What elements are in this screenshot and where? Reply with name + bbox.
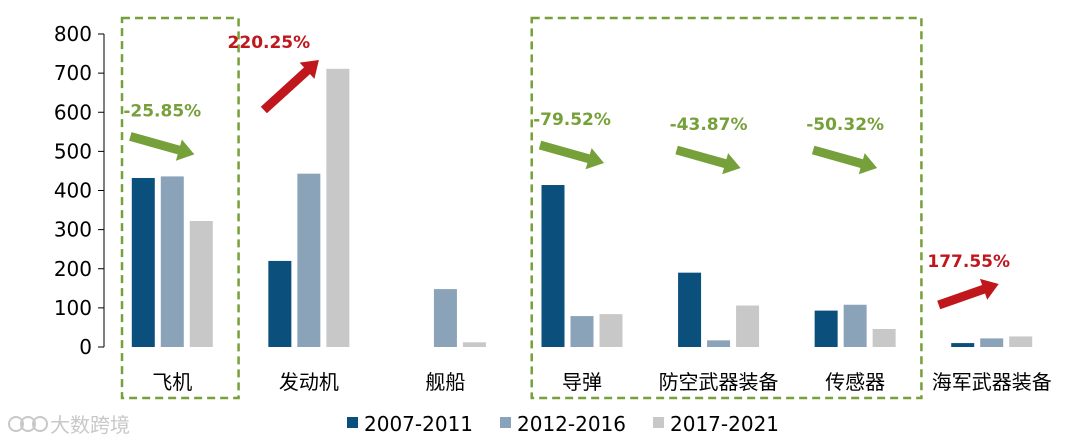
legend: 2007-2011 2012-2016 2017-2021	[347, 412, 779, 436]
down-arrow-icon	[675, 145, 741, 175]
annotation-label: 220.25%	[228, 33, 311, 53]
y-axis: 0 100 200 300 400 500 600 700 800	[54, 22, 105, 359]
y-tick-label: 800	[54, 22, 92, 46]
annotation: -25.85%	[123, 101, 201, 161]
annotation-label: -43.87%	[670, 115, 748, 135]
bar-3	[736, 305, 760, 347]
watermark: 大数跨境	[8, 413, 130, 437]
y-tick-label: 500	[54, 139, 92, 163]
x-axis-labels: 飞机 发动机 舰船 导弹 防空武器装备 传感器 海军武器装备	[152, 370, 1051, 394]
y-tick-label: 400	[54, 179, 92, 203]
annotation-label: -50.32%	[806, 115, 884, 135]
highlight-box	[120, 16, 240, 400]
legend-swatch	[347, 417, 358, 428]
bar-2	[843, 304, 867, 347]
annotation: -50.32%	[806, 115, 884, 175]
bar-2	[433, 289, 457, 347]
bar-1	[814, 310, 838, 347]
bar-2	[570, 316, 594, 347]
y-tick-label: 700	[54, 61, 92, 85]
legend-swatch	[653, 417, 664, 428]
y-tick-label: 100	[54, 296, 92, 320]
x-tick-label: 舰船	[425, 370, 465, 394]
legend-label: 2012-2016	[517, 412, 626, 436]
y-tick-label: 200	[54, 257, 92, 281]
bar-3	[462, 342, 486, 347]
annotation: -43.87%	[670, 115, 748, 175]
y-tick-label: 0	[79, 335, 92, 359]
highlight-box	[530, 16, 923, 400]
bar-3	[1009, 336, 1033, 347]
y-tick-label: 600	[54, 100, 92, 124]
bar-3	[189, 221, 213, 347]
bar-1	[951, 343, 975, 347]
bar-1	[541, 185, 565, 347]
legend-item: 2017-2021	[653, 412, 779, 436]
bars	[131, 68, 1033, 347]
bar-2	[160, 176, 184, 347]
watermark-logo-icon	[8, 416, 48, 432]
legend-swatch	[500, 417, 511, 428]
up-arrow-icon	[260, 60, 319, 114]
bar-2	[707, 340, 731, 347]
watermark-text: 大数跨境	[50, 413, 130, 437]
legend-label: 2007-2011	[364, 412, 473, 436]
annotation: 220.25%	[228, 33, 319, 114]
legend-label: 2017-2021	[670, 412, 779, 436]
down-arrow-icon	[538, 140, 604, 170]
annotations: -25.85% 220.25% -79.52% -43.87% -50.32% 177.5…	[123, 33, 1010, 310]
annotation: 177.55%	[927, 252, 1010, 310]
annotation-label: 177.55%	[927, 252, 1010, 272]
bar-1	[131, 177, 155, 347]
bar-3	[326, 68, 350, 347]
annotation-label: -25.85%	[123, 101, 201, 121]
bar-2	[297, 173, 321, 347]
bar-3	[872, 329, 896, 347]
x-tick-label: 防空武器装备	[659, 370, 779, 394]
annotation: -79.52%	[533, 110, 611, 170]
annotation-label: -79.52%	[533, 110, 611, 130]
x-tick-label: 飞机	[152, 370, 192, 394]
y-tick-label: 300	[54, 218, 92, 242]
x-tick-label: 传感器	[825, 370, 885, 394]
down-arrow-icon	[811, 145, 878, 175]
up-arrow-icon	[937, 278, 999, 310]
bar-2	[980, 338, 1004, 347]
bar-1	[678, 272, 702, 347]
highlight-boxes	[120, 16, 923, 400]
x-tick-label: 发动机	[279, 370, 339, 394]
x-tick-label: 导弹	[562, 370, 602, 394]
bar-1	[268, 260, 292, 347]
legend-item: 2007-2011	[347, 412, 473, 436]
bar-3	[599, 314, 623, 347]
x-tick-label: 海军武器装备	[932, 370, 1052, 394]
legend-item: 2012-2016	[500, 412, 626, 436]
down-arrow-icon	[129, 132, 195, 161]
